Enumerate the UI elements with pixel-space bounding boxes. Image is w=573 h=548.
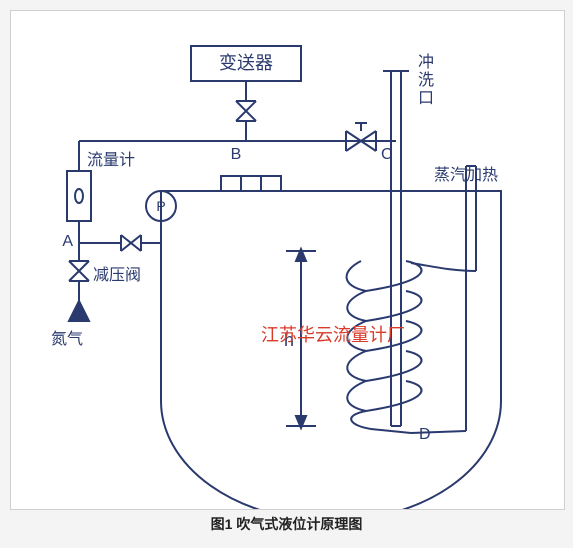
nitrogen-label: 氮气 xyxy=(51,325,83,349)
pressure-gauge-label: P xyxy=(156,198,165,214)
heating-coil-left xyxy=(347,261,371,429)
point-c-label: C xyxy=(381,146,393,163)
height-label: h xyxy=(284,330,294,350)
flush-port-label: 冲洗口 xyxy=(411,53,435,107)
point-a-label: A xyxy=(62,233,73,250)
branch-valve-icon xyxy=(121,235,141,251)
point-b-label: B xyxy=(231,146,242,163)
tank-body xyxy=(161,191,501,509)
steam-heat-label: 蒸汽加热 xyxy=(434,161,498,185)
valve-b-icon xyxy=(236,101,256,121)
diagram-canvas: 变送器 P A B C D h 流量计 减压阀 氮气 冲洗口 蒸汽加热 江苏华云… xyxy=(10,10,565,510)
flowmeter-label: 流量计 xyxy=(87,146,135,170)
tank-hatch xyxy=(221,176,281,191)
transmitter-label: 变送器 xyxy=(219,53,273,73)
schematic-svg: 变送器 P A B C D h xyxy=(11,11,564,509)
point-d-label: D xyxy=(419,426,431,443)
figure-caption: 图1 吹气式液位计原理图 xyxy=(0,514,573,534)
pressure-relief-valve-icon xyxy=(69,261,89,281)
heating-coil-right xyxy=(366,261,421,411)
arrow-nitrogen xyxy=(69,301,89,321)
flowmeter-icon xyxy=(67,171,91,221)
pressure-relief-label: 减压阀 xyxy=(93,261,141,285)
